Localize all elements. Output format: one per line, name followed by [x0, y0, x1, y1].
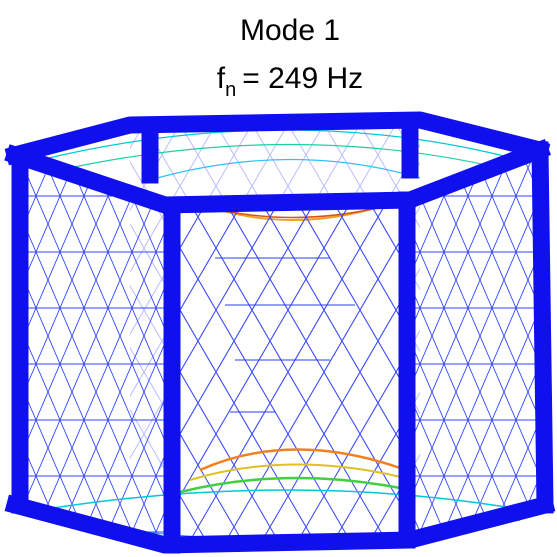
mode-title: Mode 1: [240, 14, 340, 47]
mode-shape-figure: Mode 1 fn= 249 Hz: [0, 0, 557, 557]
frequency-label: fn= 249 Hz: [217, 62, 363, 101]
frequency-value: = 249 Hz: [242, 62, 363, 95]
left-panel: [15, 155, 165, 545]
frequency-subscript: n: [225, 79, 236, 101]
right-panel: [410, 150, 545, 540]
